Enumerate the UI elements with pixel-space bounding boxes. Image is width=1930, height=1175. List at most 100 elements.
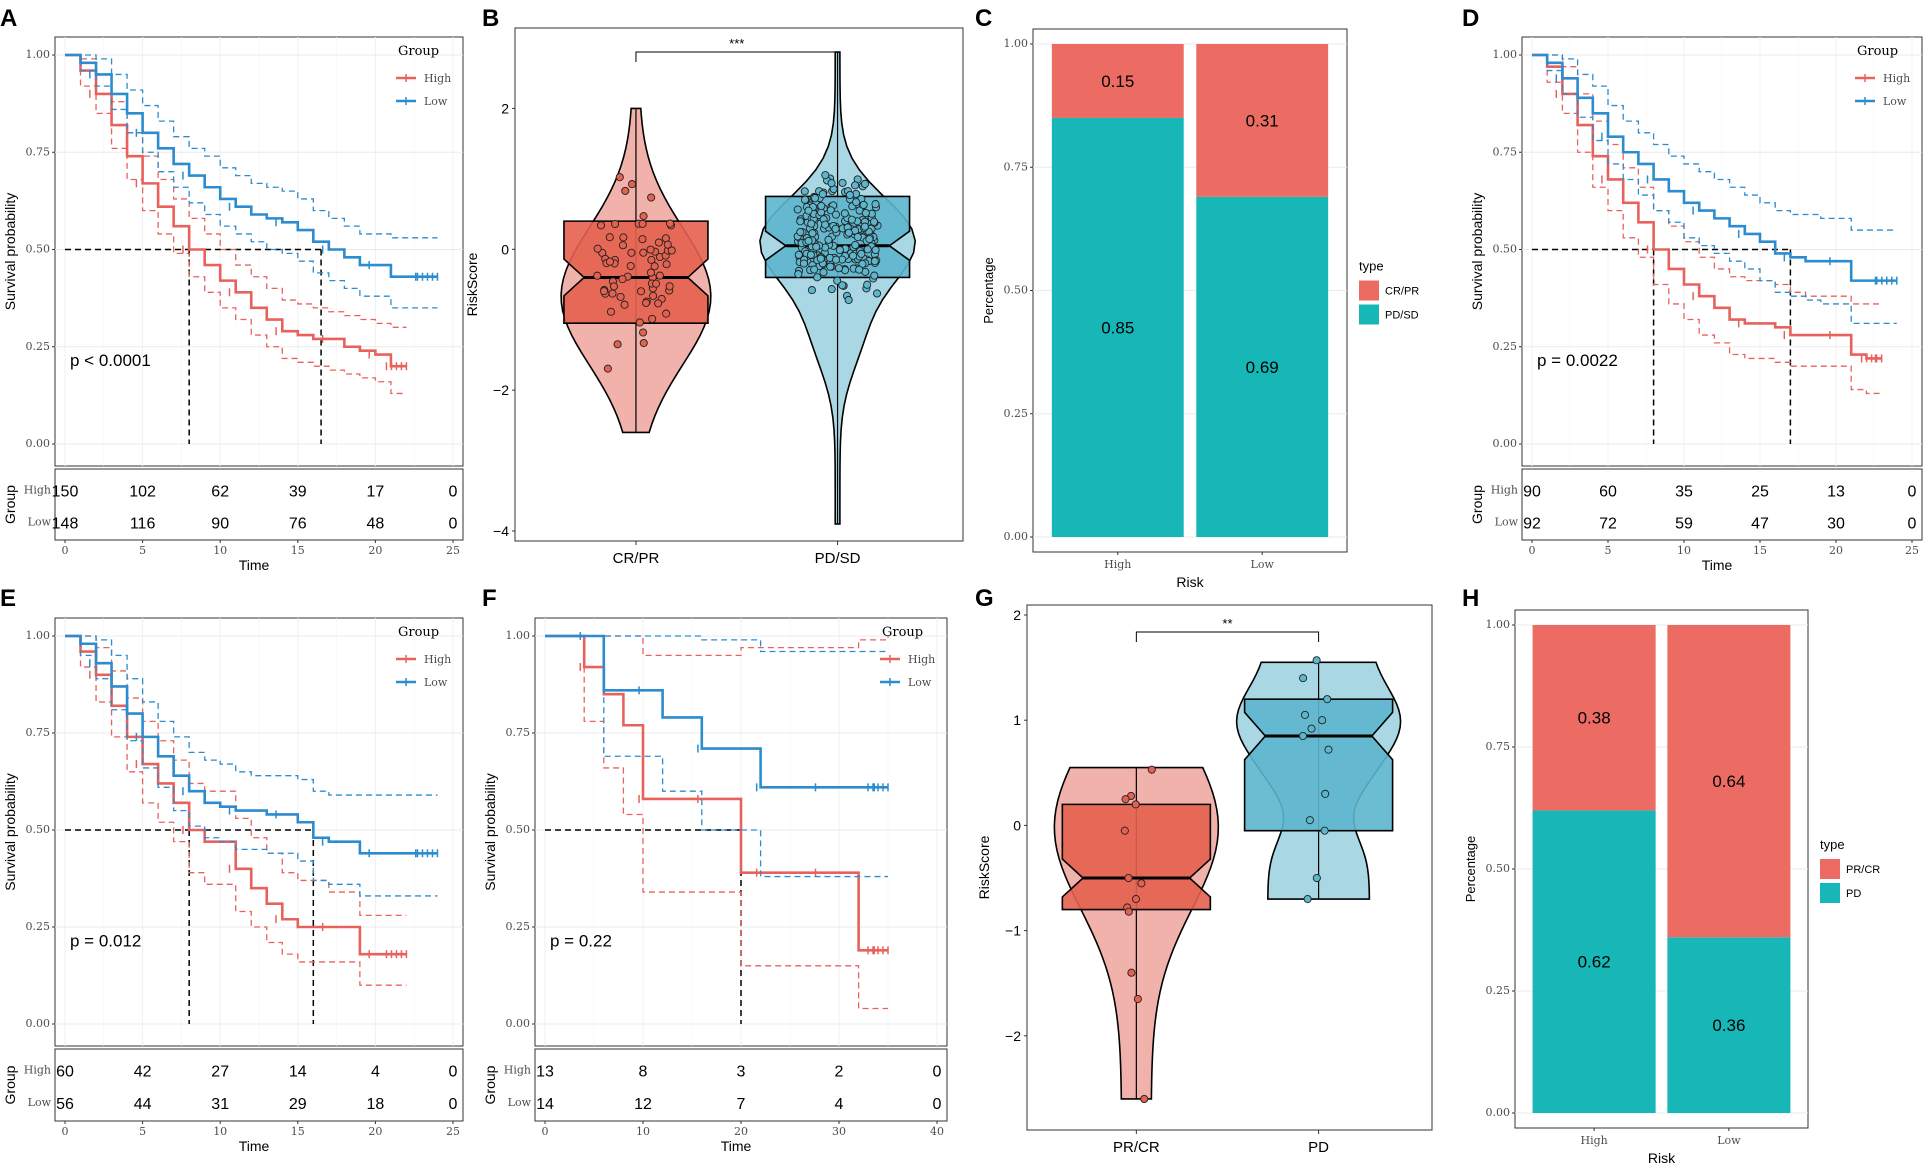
data-point bbox=[845, 190, 855, 200]
y-axis-label: Percentage bbox=[981, 257, 996, 324]
bar-value-label: 0.15 bbox=[1101, 72, 1134, 91]
y-tick-label: 0.50 bbox=[506, 823, 531, 836]
data-point bbox=[1320, 826, 1329, 835]
data-point bbox=[835, 245, 844, 255]
data-point bbox=[626, 261, 635, 271]
y-tick-label: 0.75 bbox=[26, 726, 51, 739]
bar-segment-pd-sd bbox=[1196, 196, 1329, 537]
data-point bbox=[635, 318, 644, 327]
bar-value-label: 0.85 bbox=[1101, 318, 1134, 337]
y-tick-label: −4 bbox=[493, 523, 509, 539]
risk-count: 3 bbox=[737, 1064, 746, 1081]
x-tick-label: Low bbox=[1717, 1134, 1741, 1147]
data-point bbox=[639, 338, 648, 348]
data-point bbox=[619, 233, 628, 242]
data-point bbox=[863, 280, 872, 289]
data-point bbox=[865, 235, 874, 244]
y-tick-label: 1.00 bbox=[1493, 48, 1518, 61]
data-point bbox=[871, 245, 880, 255]
data-point bbox=[817, 201, 826, 211]
bar-value-label: 0.62 bbox=[1578, 953, 1611, 972]
data-point bbox=[810, 265, 819, 274]
risk-row-label: Low bbox=[28, 1096, 52, 1109]
legend-label: Low bbox=[1883, 95, 1907, 108]
data-point bbox=[808, 229, 817, 238]
y-tick-label: 1.00 bbox=[26, 629, 51, 642]
notched-box bbox=[1243, 698, 1394, 832]
legend-label: PR/CR bbox=[1846, 864, 1880, 876]
data-point bbox=[654, 299, 663, 308]
risk-count: 12 bbox=[634, 1096, 652, 1113]
data-point bbox=[666, 219, 675, 228]
data-point bbox=[812, 242, 821, 251]
bar-segment-cr-pr bbox=[1051, 44, 1184, 118]
x-tick-label: 10 bbox=[1677, 544, 1691, 557]
data-point bbox=[869, 217, 879, 226]
risk-count: 39 bbox=[289, 483, 307, 500]
data-point bbox=[603, 364, 612, 373]
ci-upper-low bbox=[1532, 54, 1897, 231]
x-tick-label: 30 bbox=[832, 1125, 846, 1138]
risk-count: 0 bbox=[933, 1096, 942, 1113]
bar-segment-pd bbox=[1532, 810, 1656, 1113]
risk-count: 0 bbox=[1908, 515, 1917, 532]
data-point bbox=[593, 271, 602, 280]
x-axis-label: Time bbox=[1702, 557, 1733, 573]
y-tick-label: 0.25 bbox=[26, 340, 51, 353]
legend-label: High bbox=[424, 72, 451, 85]
data-point bbox=[647, 255, 656, 264]
risk-count: 56 bbox=[56, 1096, 74, 1113]
data-point bbox=[806, 250, 815, 259]
data-point bbox=[860, 222, 869, 231]
bar-segment-pd bbox=[1667, 937, 1791, 1113]
data-point bbox=[596, 221, 606, 230]
data-point bbox=[1321, 789, 1330, 798]
panel-letter: A bbox=[0, 5, 17, 32]
data-point bbox=[860, 179, 869, 188]
legend-title: Group bbox=[882, 625, 923, 640]
risk-count: 14 bbox=[536, 1096, 554, 1113]
bar-value-label: 0.36 bbox=[1712, 1016, 1745, 1035]
risk-table-panel bbox=[534, 1048, 948, 1122]
data-point bbox=[1307, 724, 1316, 733]
data-point bbox=[826, 262, 835, 271]
panel-letter: E bbox=[0, 585, 16, 612]
data-point bbox=[800, 187, 809, 196]
data-point bbox=[1298, 731, 1308, 741]
data-point bbox=[1131, 800, 1140, 809]
data-point bbox=[1147, 765, 1156, 774]
data-point bbox=[655, 271, 664, 280]
risk-table-title: Group bbox=[2, 485, 18, 524]
y-tick-label: 0.00 bbox=[1486, 1106, 1511, 1119]
risk-row-label: Low bbox=[508, 1096, 532, 1109]
data-point bbox=[1299, 674, 1308, 683]
data-point bbox=[838, 178, 847, 187]
km-panel-E: 0.00 0.25 0.50 0.75 1.00 Survival probability… bbox=[2, 617, 464, 1154]
risk-count: 7 bbox=[737, 1096, 746, 1113]
data-point bbox=[840, 209, 849, 218]
data-point bbox=[844, 295, 853, 305]
survival-curve-low bbox=[545, 634, 888, 789]
risk-count: 4 bbox=[835, 1096, 844, 1113]
risk-table-panel bbox=[54, 1048, 464, 1122]
x-axis-label: Risk bbox=[1176, 574, 1204, 590]
data-point bbox=[627, 180, 637, 189]
data-point bbox=[831, 224, 840, 233]
significance-bracket bbox=[1135, 631, 1320, 642]
legend-label: PD bbox=[1846, 888, 1861, 900]
data-point bbox=[813, 273, 822, 282]
data-point bbox=[639, 212, 648, 221]
stacked-bar-panel-C: 0.00 0.25 0.50 0.75 1.00 0.15 0.85 High 0.31 0.69… bbox=[981, 28, 1419, 590]
data-point bbox=[1324, 745, 1333, 754]
data-point bbox=[1127, 968, 1136, 977]
y-axis-label: Survival probability bbox=[1469, 193, 1485, 311]
y-axis-label: Percentage bbox=[1463, 836, 1478, 903]
ci-lower-low bbox=[65, 54, 438, 309]
data-point bbox=[1323, 695, 1332, 704]
y-tick-label: 0.25 bbox=[26, 920, 51, 933]
data-point bbox=[605, 257, 615, 266]
data-point bbox=[804, 206, 813, 215]
risk-table-panel bbox=[1521, 468, 1923, 541]
notched-box bbox=[563, 220, 709, 325]
data-point bbox=[870, 257, 879, 266]
